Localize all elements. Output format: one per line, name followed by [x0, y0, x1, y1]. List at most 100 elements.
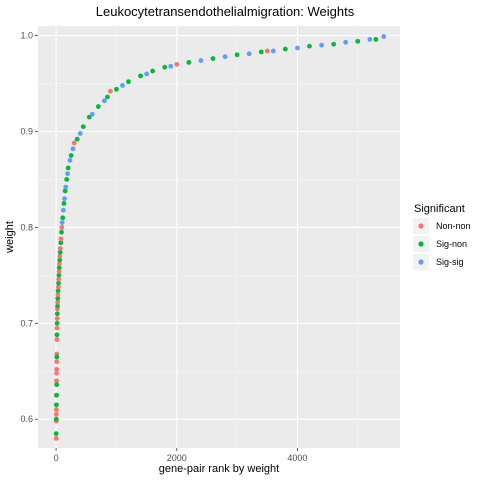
data-point-sig-non — [355, 38, 361, 44]
y-tick-label: 0.8 — [20, 222, 33, 232]
data-point-non-non — [56, 276, 62, 282]
x-tick-label: 2000 — [167, 453, 187, 463]
data-point-sig-non — [258, 49, 264, 55]
data-point-non-non — [108, 88, 113, 94]
data-point-sig-non — [53, 416, 59, 422]
y-tick-label: 0.6 — [20, 414, 33, 424]
data-point-sig-sig — [367, 37, 373, 42]
data-point-non-non — [53, 436, 59, 441]
data-point-sig-sig — [144, 71, 150, 77]
data-point-non-non — [54, 359, 60, 365]
data-point-sig-non — [65, 165, 71, 171]
legend-items: Non-non Sig-non Sig-sig — [413, 218, 471, 270]
data-point-sig-sig — [319, 42, 324, 48]
data-point-sig-sig — [381, 34, 387, 39]
data-point-sig-non — [61, 201, 67, 206]
data-point-sig-sig — [65, 171, 70, 177]
data-point-non-non — [59, 225, 65, 230]
data-point-sig-sig — [101, 98, 107, 104]
data-point-sig-non — [104, 94, 110, 100]
data-point-sig-non — [59, 229, 64, 235]
data-point-sig-non — [55, 288, 61, 294]
data-point-sig-non — [54, 320, 60, 326]
data-point-sig-sig — [222, 54, 228, 60]
data-point-sig-non — [74, 136, 80, 142]
legend-label-sig-sig: Sig-sig — [436, 257, 464, 267]
data-point-sig-non — [53, 431, 59, 437]
data-point-non-non — [54, 337, 60, 343]
data-point-sig-non — [282, 46, 288, 52]
x-axis-title: gene-pair rank by weight — [159, 463, 279, 475]
data-point-sig-non — [210, 56, 216, 62]
data-point-sig-sig — [62, 196, 67, 202]
data-point-non-non — [53, 412, 59, 417]
data-point-sig-non — [80, 124, 86, 130]
data-point-non-non — [57, 261, 62, 267]
grid-lines — [38, 26, 400, 448]
data-point-sig-non — [186, 60, 192, 65]
data-point-non-non — [54, 378, 59, 384]
data-point-sig-sig — [60, 207, 66, 213]
data-point-non-non — [54, 370, 59, 376]
data-point-non-non — [54, 407, 59, 413]
data-point-sig-non — [95, 104, 101, 109]
plot-panel — [38, 26, 400, 448]
data-point-sig-non — [60, 215, 66, 221]
data-point-sig-non — [54, 332, 60, 338]
data-point-non-non — [54, 325, 60, 331]
data-point-non-non — [54, 316, 60, 321]
data-point-sig-non — [56, 280, 61, 286]
data-point-sig-sig — [67, 157, 73, 163]
data-point-non-non — [57, 246, 63, 251]
y-tick-label: 0.9 — [20, 127, 33, 137]
data-point-sig-non — [54, 354, 60, 360]
data-point-sig-non — [56, 272, 62, 278]
data-point-sig-sig — [70, 146, 76, 152]
data-point-sig-non — [150, 68, 156, 74]
data-point-sig-non — [68, 153, 74, 158]
data-point-sig-sig — [89, 111, 95, 117]
data-point-sig-sig — [270, 48, 276, 54]
data-point-sig-non — [54, 402, 59, 408]
x-tick-label: 0 — [54, 453, 59, 463]
data-point-sig-non — [307, 43, 312, 49]
data-point-non-non — [56, 269, 62, 274]
data-point-sig-non — [138, 73, 143, 79]
data-point-sig-non — [62, 188, 68, 194]
data-point-sig-non — [114, 86, 119, 92]
data-point-sig-non — [126, 79, 131, 85]
legend-title: Significant — [414, 203, 465, 215]
legend-key-sig-non — [418, 241, 424, 247]
legend-key-sig-sig — [418, 259, 424, 265]
data-point-sig-sig — [246, 51, 252, 57]
data-point-non-non — [57, 253, 63, 259]
data-point-sig-non — [55, 303, 60, 309]
x-tick-label: 4000 — [287, 453, 307, 463]
chart-title: Leukocytetransendothelialmigration: Weig… — [96, 4, 355, 19]
data-point-sig-non — [373, 37, 379, 42]
data-point-sig-non — [56, 265, 62, 271]
data-point-sig-sig — [59, 220, 65, 226]
data-point-non-non — [54, 366, 60, 372]
data-point-sig-sig — [168, 63, 174, 69]
legend-label-non-non: Non-non — [436, 221, 471, 231]
data-point-sig-non — [55, 295, 61, 301]
data-point-sig-sig — [120, 83, 125, 88]
y-axis-title: weight — [4, 221, 16, 254]
data-point-sig-sig — [198, 58, 204, 63]
data-point-non-non — [71, 140, 77, 146]
legend-key-non-non — [418, 223, 424, 229]
data-point-sig-sig — [63, 184, 69, 190]
data-point-non-non — [264, 48, 270, 54]
data-point-sig-non — [331, 41, 337, 47]
data-point-sig-non — [54, 311, 60, 317]
data-point-sig-non — [54, 392, 59, 398]
data-point-non-non — [55, 299, 61, 305]
legend-label-sig-non: Sig-non — [436, 239, 467, 249]
data-point-non-non — [174, 61, 180, 67]
data-point-sig-sig — [343, 39, 349, 45]
data-point-sig-non — [57, 257, 63, 263]
y-tick-label: 0.7 — [20, 318, 33, 328]
data-point-sig-sig — [295, 45, 300, 51]
